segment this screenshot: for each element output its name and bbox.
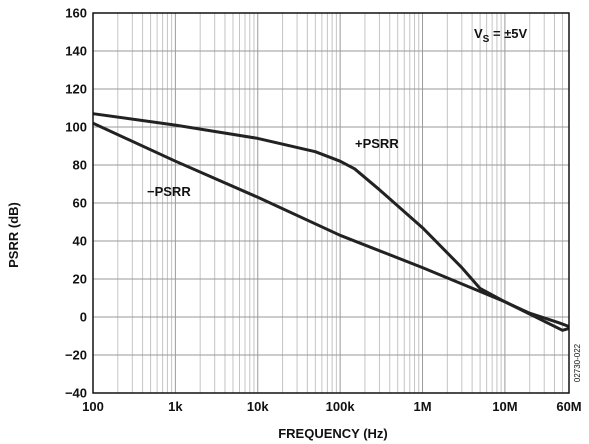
x-axis-title: FREQUENCY (Hz) [278, 426, 388, 441]
supply-condition-subscript: S [483, 34, 490, 45]
grid [93, 13, 569, 393]
y-tick-label: 100 [65, 120, 87, 135]
supply-condition-value: = ±5V [489, 26, 527, 41]
x-tick-label: 100 [82, 399, 104, 414]
y-tick-label: 20 [73, 272, 87, 287]
x-tick-label: 10M [492, 399, 517, 414]
y-tick-label: 60 [73, 196, 87, 211]
y-tick-label: 80 [73, 158, 87, 173]
y-tick-label: −40 [65, 386, 87, 401]
plus-psrr-label: +PSRR [355, 136, 399, 151]
y-tick-label: 140 [65, 44, 87, 59]
y-tick-label: 120 [65, 82, 87, 97]
plot-frame [92, 12, 570, 394]
y-tick-label: 40 [73, 234, 87, 249]
y-tick-label: 0 [80, 310, 87, 325]
figure-id: 02730-022 [573, 343, 582, 382]
supply-condition-label: VS = ±5V [474, 26, 528, 45]
y-tick-label: −20 [65, 348, 87, 363]
x-tick-label: 100k [326, 399, 356, 414]
minus-psrr-line [92, 121, 570, 332]
minus-psrr-label: −PSRR [147, 184, 191, 199]
y-axis-title: PSRR (dB) [6, 202, 21, 268]
x-tick-label: 60M [556, 399, 581, 414]
y-tick-label: 160 [65, 6, 87, 21]
supply-condition-main: V [474, 26, 483, 41]
x-tick-label: 1M [413, 399, 431, 414]
x-tick-label: 10k [247, 399, 269, 414]
plus-psrr-line [92, 112, 570, 328]
series-lines [92, 112, 570, 332]
x-tick-label: 1k [168, 399, 183, 414]
